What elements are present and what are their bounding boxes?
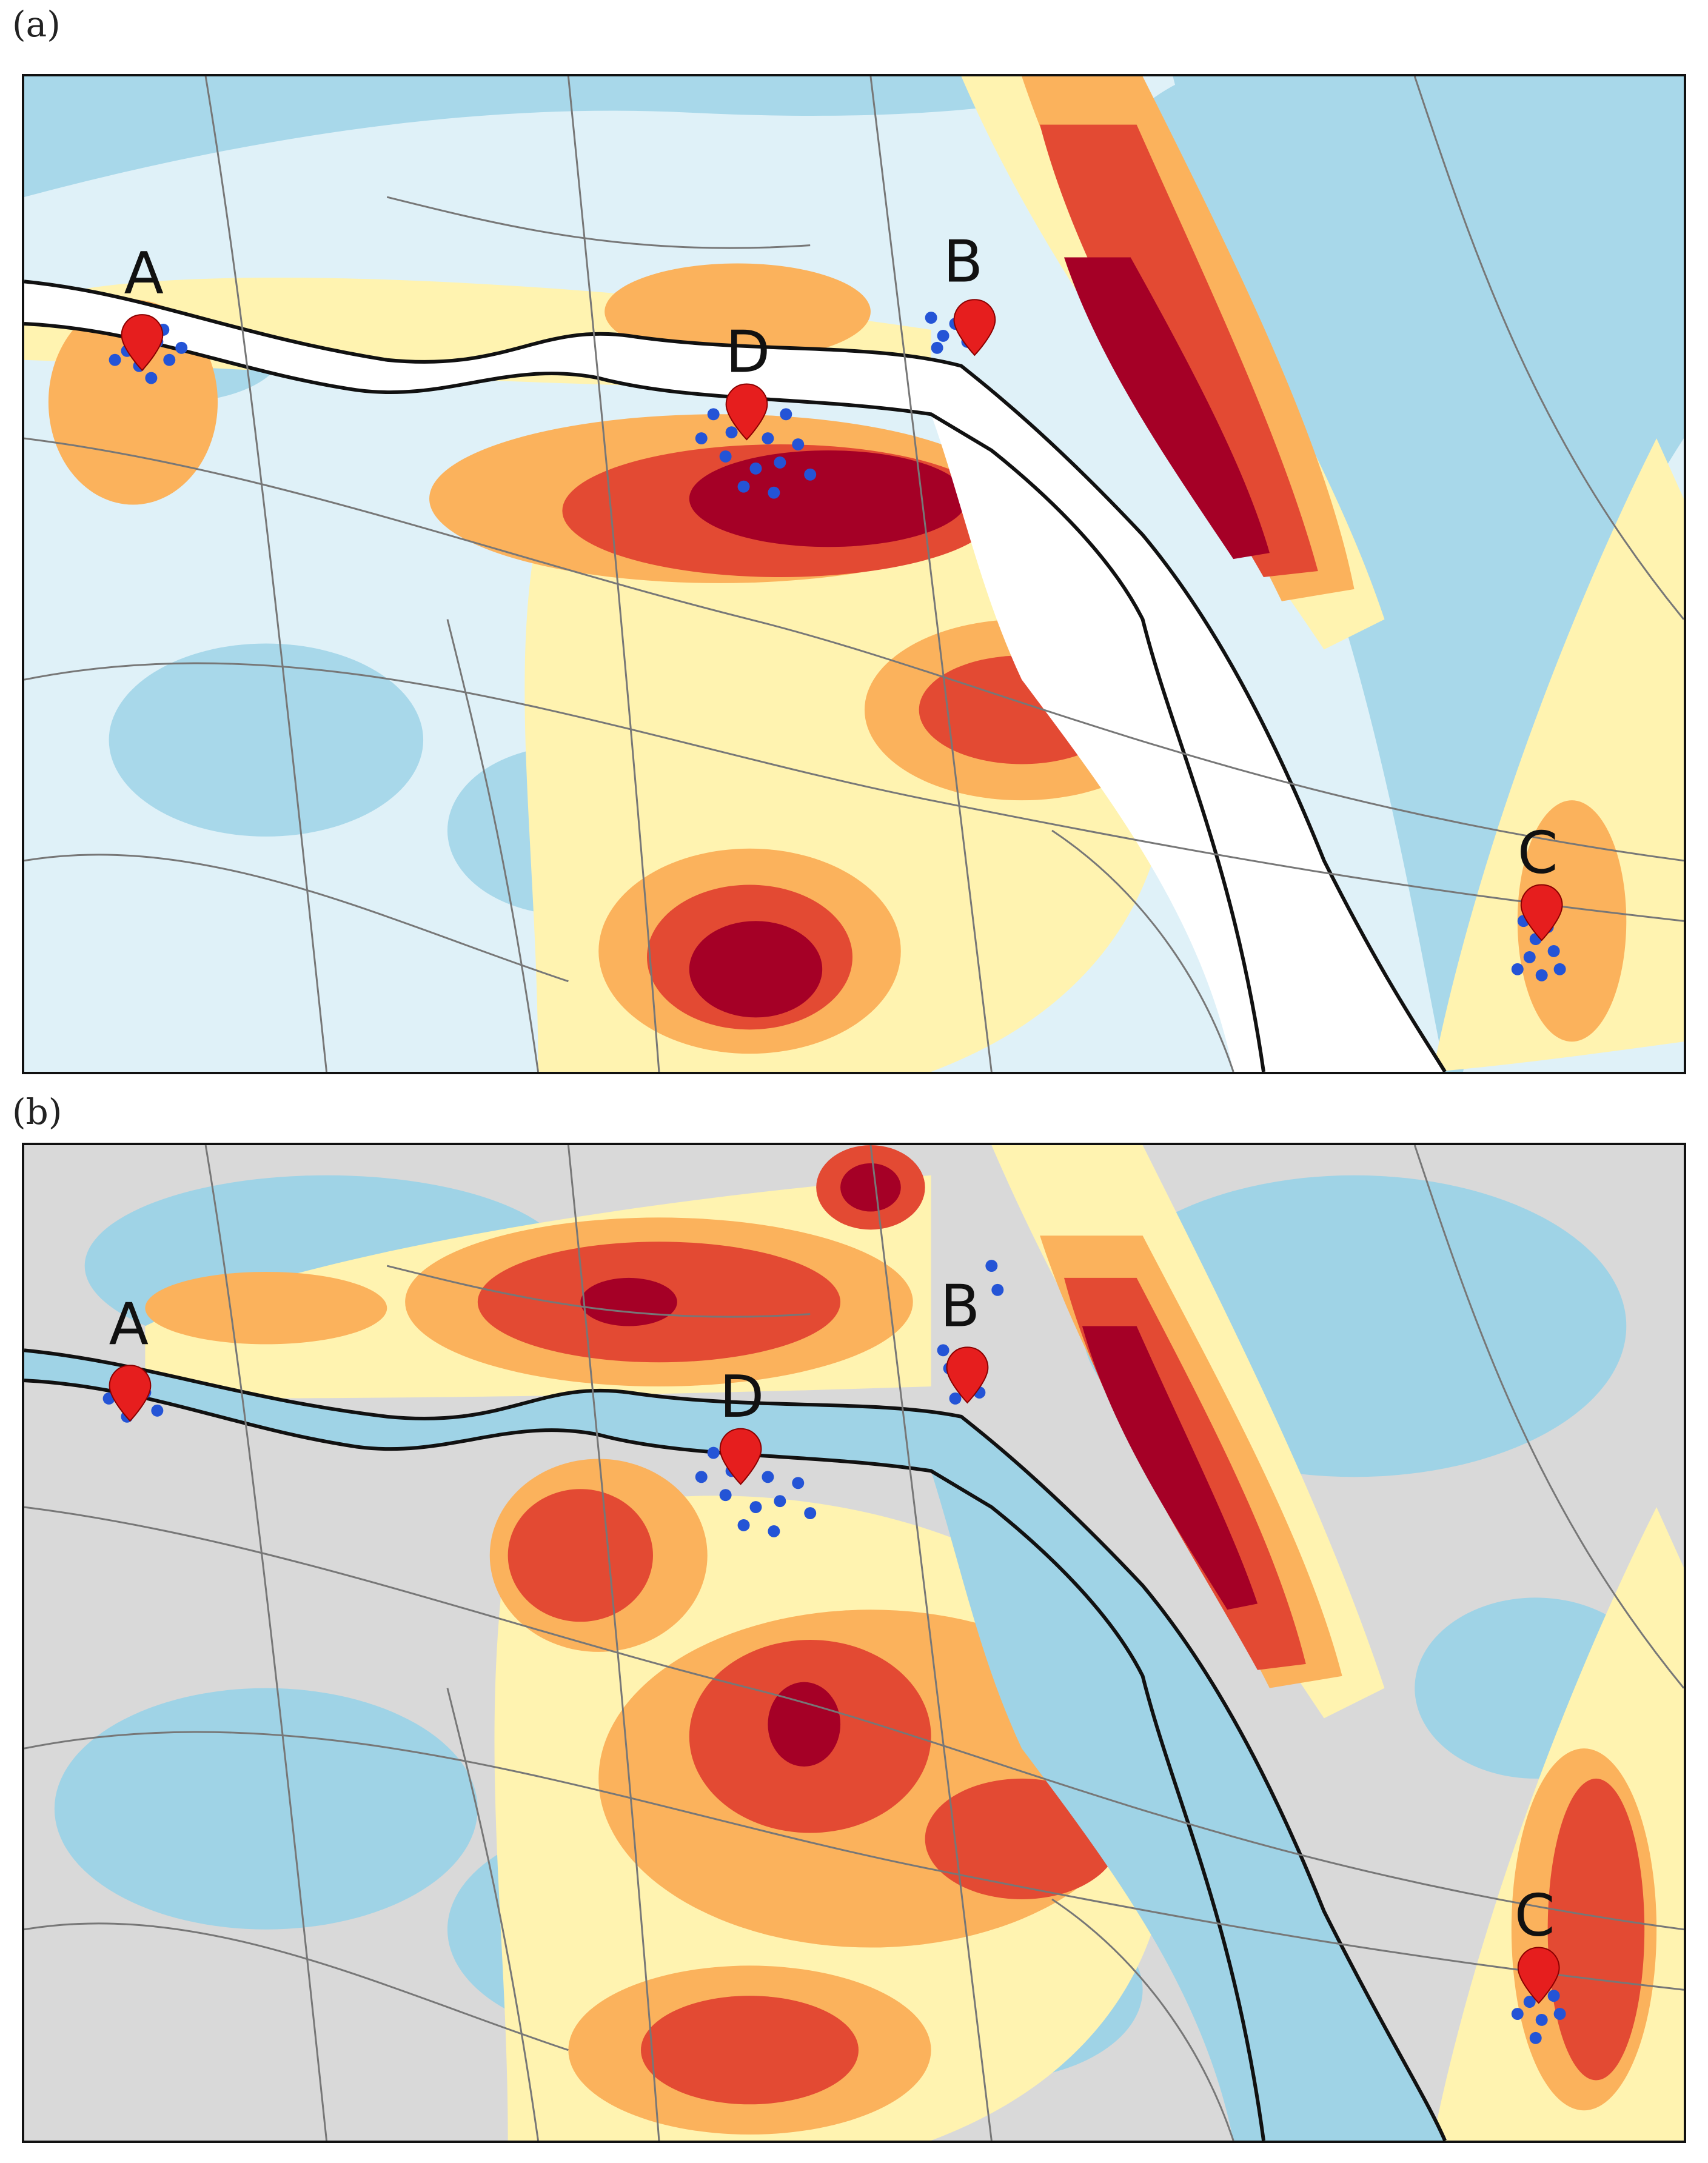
marker-pin-c (1517, 1947, 1560, 2004)
heat-mid (604, 263, 871, 360)
marker-pin-b (953, 299, 996, 356)
marker-pin-d (719, 1428, 762, 1485)
panel-a-label: (a) (12, 4, 61, 45)
heat-mid (145, 1271, 387, 1345)
panel-b-label: (b) (12, 1091, 62, 1132)
river-boundary (24, 279, 1447, 1072)
point-cluster-d (695, 408, 817, 499)
water-patch (54, 1688, 478, 1930)
marker-pin-a (121, 314, 164, 372)
heat-high (641, 1996, 859, 2105)
heat-mid (1517, 800, 1627, 1042)
heatmap-b: A B C D (24, 1145, 1684, 2141)
river-boundary (24, 1348, 1447, 2141)
heat-peak (840, 1163, 901, 1212)
map-panel-b[interactable]: A B C D (22, 1143, 1686, 2143)
marker-label-d: D (720, 1363, 765, 1431)
marker-pin-b (946, 1346, 989, 1404)
heat-peak (1082, 1326, 1258, 1610)
heatmap-a: A B C D (24, 76, 1684, 1072)
river-boundary (24, 322, 1265, 1072)
water-patch (109, 643, 424, 837)
marker-label-d: D (726, 318, 771, 386)
heat-high (1547, 1778, 1645, 2081)
marker-label-b: B (943, 227, 983, 295)
marker-label-b: B (940, 1272, 980, 1340)
marker-label-a: A (109, 1290, 149, 1358)
heat-peak (1063, 257, 1270, 560)
marker-label-c: C (1518, 819, 1558, 887)
river-boundary (24, 1379, 1265, 2141)
map-panel-a[interactable]: A B C D (22, 74, 1686, 1074)
heat-peak (768, 1682, 841, 1767)
heat-peak (580, 1277, 677, 1326)
river (24, 1350, 1445, 2141)
heat-peak (689, 921, 823, 1018)
marker-pin-d (725, 383, 768, 441)
marker-label-c: C (1515, 1882, 1555, 1950)
heat-high (507, 1489, 653, 1622)
marker-pin-c (1520, 884, 1563, 941)
marker-label-a: A (124, 239, 164, 307)
heat-peak (689, 450, 968, 547)
marker-pin-a (109, 1365, 152, 1422)
heat-mid (48, 299, 218, 505)
